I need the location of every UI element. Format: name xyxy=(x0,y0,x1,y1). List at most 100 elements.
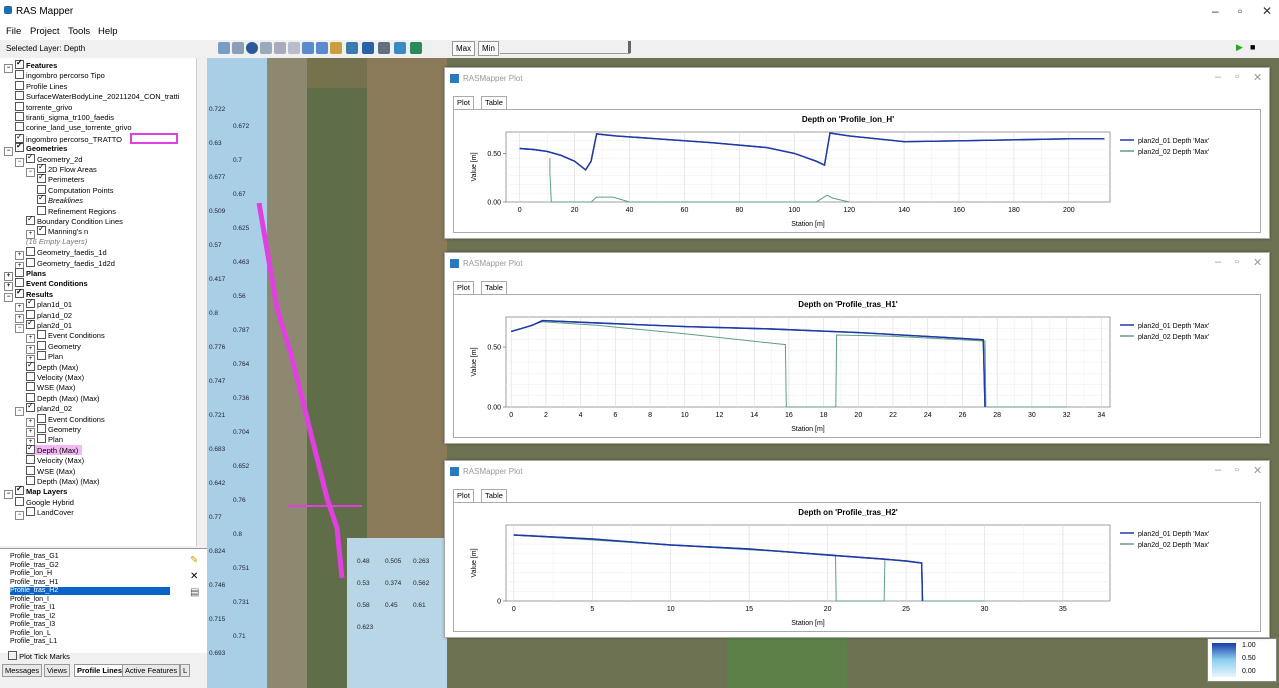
profile-line[interactable] xyxy=(256,202,345,579)
tree-item[interactable]: − Features xyxy=(4,58,57,73)
select-icon[interactable] xyxy=(218,42,230,54)
tree-checkbox[interactable] xyxy=(15,58,24,69)
tab-plot[interactable]: Plot xyxy=(453,281,474,295)
plot-tick-marks-checkbox[interactable] xyxy=(8,651,17,660)
tree-item[interactable]: + Geometry xyxy=(26,424,81,437)
tree-checkbox[interactable] xyxy=(37,351,46,361)
tree-item[interactable]: Depth (Max) (Max) xyxy=(26,392,100,403)
tree-item[interactable]: + plan1d_02 xyxy=(15,309,72,323)
zoom-out-icon[interactable] xyxy=(274,42,286,54)
tree-item[interactable]: Breaklines xyxy=(37,193,83,205)
close-icon[interactable]: ✕ xyxy=(1253,72,1263,84)
measure-icon[interactable] xyxy=(378,42,390,54)
tree-checkbox[interactable] xyxy=(26,372,35,381)
tree-item[interactable]: Depth (Max) (Max) xyxy=(26,476,100,486)
tree-item[interactable]: Depth (Max) xyxy=(26,360,78,372)
delete-profile-icon[interactable]: ✕ xyxy=(190,571,199,582)
tree-expander-icon[interactable]: + xyxy=(4,272,13,281)
plot-window-3[interactable]: RASMapper Plot – ▫ ✕ Plot Table Depth on… xyxy=(444,460,1270,638)
minimize-icon[interactable]: – xyxy=(1212,4,1219,18)
tree-item[interactable]: + Event Conditions xyxy=(26,413,105,427)
tree-checkbox[interactable] xyxy=(26,214,35,225)
plot-tick-marks-option[interactable]: Plot Tick Marks xyxy=(8,651,70,661)
profile-list-item[interactable]: Profile_tras_G2 xyxy=(10,561,59,569)
tree-expander-icon[interactable]: − xyxy=(15,511,24,521)
close-icon[interactable]: ✕ xyxy=(1253,257,1263,269)
profile-list-item[interactable]: Profile_lon_L xyxy=(10,629,51,637)
tree-checkbox[interactable] xyxy=(26,382,35,392)
tab-table[interactable]: Table xyxy=(481,281,507,295)
profile-list-item[interactable]: Profile_tras_I2 xyxy=(10,612,56,620)
profile-list-item[interactable]: Profile_lon_I xyxy=(10,595,49,603)
tree-item[interactable]: Velocity (Max) xyxy=(26,455,84,465)
tree-item[interactable]: + Geometry_faedis_1d2d xyxy=(15,257,115,271)
menu-tools[interactable]: Tools xyxy=(68,26,91,37)
tree-item[interactable]: (16 Empty Layers) xyxy=(26,237,87,247)
menu-project[interactable]: Project xyxy=(30,26,60,37)
tree-checkbox[interactable] xyxy=(37,413,46,423)
tree-item[interactable]: + Geometry_faedis_1d xyxy=(15,247,107,261)
grid-icon[interactable] xyxy=(362,42,374,54)
tree-checkbox[interactable] xyxy=(15,91,24,101)
profile-list-item[interactable]: Profile_lon_H xyxy=(10,570,53,577)
menu-file[interactable]: File xyxy=(6,26,22,37)
maximize-icon[interactable]: ▫ xyxy=(1235,464,1239,476)
tree-checkbox[interactable] xyxy=(26,152,35,163)
tree-item[interactable]: + Event Conditions xyxy=(26,330,105,344)
tree-checkbox[interactable] xyxy=(15,268,24,277)
minimize-icon[interactable]: – xyxy=(1215,71,1222,83)
tree-item[interactable]: − plan2d_02 xyxy=(15,401,72,417)
tree-item[interactable]: − Map Layers xyxy=(4,484,67,500)
close-icon[interactable]: ✕ xyxy=(1262,4,1273,18)
tree-item[interactable]: WSE (Max) xyxy=(26,382,75,392)
tree-checkbox[interactable] xyxy=(26,360,35,371)
tree-checkbox[interactable] xyxy=(15,80,24,90)
profile-list-item[interactable]: Profile_tras_H2 xyxy=(10,587,170,595)
profile-list-item[interactable]: Profile_tras_I3 xyxy=(10,621,56,628)
tree-expander-icon[interactable]: + xyxy=(26,417,35,427)
tab-messages[interactable]: Messages xyxy=(2,664,43,677)
profile-icon[interactable] xyxy=(394,42,406,54)
tree-checkbox[interactable] xyxy=(15,484,24,496)
tree-item[interactable]: Depth (Max) xyxy=(26,443,83,455)
max-button[interactable]: Max xyxy=(452,41,476,56)
tree-expander-icon[interactable]: + xyxy=(4,282,13,292)
back-icon[interactable] xyxy=(302,42,314,54)
tree-item[interactable]: + Event Conditions xyxy=(4,278,88,292)
add-profile-icon[interactable]: ✎ xyxy=(190,555,199,566)
tab-active-features[interactable]: Active Features xyxy=(122,664,181,677)
tree-item[interactable]: Google Hybrid xyxy=(15,496,74,507)
tree-expander-icon[interactable]: − xyxy=(15,324,24,333)
tab-table[interactable]: Table xyxy=(481,96,507,110)
profile-list-item[interactable]: Profile_tras_H1 xyxy=(10,578,59,586)
tree-checkbox[interactable] xyxy=(15,70,24,80)
zoom-in-icon[interactable] xyxy=(260,42,272,54)
tree-item[interactable]: + plan1d_01 xyxy=(15,297,72,313)
tree-checkbox[interactable] xyxy=(26,401,35,413)
tree-item[interactable]: − Geometry_2d xyxy=(15,152,82,167)
tree-expander-icon[interactable]: − xyxy=(26,168,35,177)
tree-checkbox[interactable] xyxy=(26,297,35,309)
tab-views[interactable]: Views xyxy=(44,664,70,677)
tree-item[interactable]: − plan2d_01 xyxy=(15,318,72,333)
layer-icon[interactable] xyxy=(330,42,342,54)
tree-checkbox[interactable] xyxy=(15,141,24,153)
tree-expander-icon[interactable]: − xyxy=(4,292,13,302)
tree-checkbox[interactable] xyxy=(26,247,35,257)
tree-expander-icon[interactable]: + xyxy=(26,344,35,354)
globe-icon[interactable] xyxy=(246,42,258,54)
stop-icon[interactable]: ■ xyxy=(1250,42,1256,52)
tree-checkbox[interactable] xyxy=(37,424,46,433)
tree-checkbox[interactable] xyxy=(37,434,46,444)
maximize-icon[interactable]: ▫ xyxy=(1238,4,1243,18)
tree-item[interactable]: − Results xyxy=(4,287,53,302)
tree-checkbox[interactable] xyxy=(26,318,35,329)
tree-checkbox[interactable] xyxy=(26,507,35,517)
tree-item[interactable]: ingombro percorso Tipo xyxy=(15,70,105,80)
tree-item[interactable]: Refinement Regions xyxy=(37,205,116,216)
tree-expander-icon[interactable]: + xyxy=(26,428,35,437)
profile-list-item[interactable]: Profile_tras_I1 xyxy=(10,604,56,611)
profile-list-item[interactable]: Profile_tras_G1 xyxy=(10,553,59,560)
tree-checkbox[interactable] xyxy=(15,122,24,132)
tree-checkbox[interactable] xyxy=(26,443,35,454)
